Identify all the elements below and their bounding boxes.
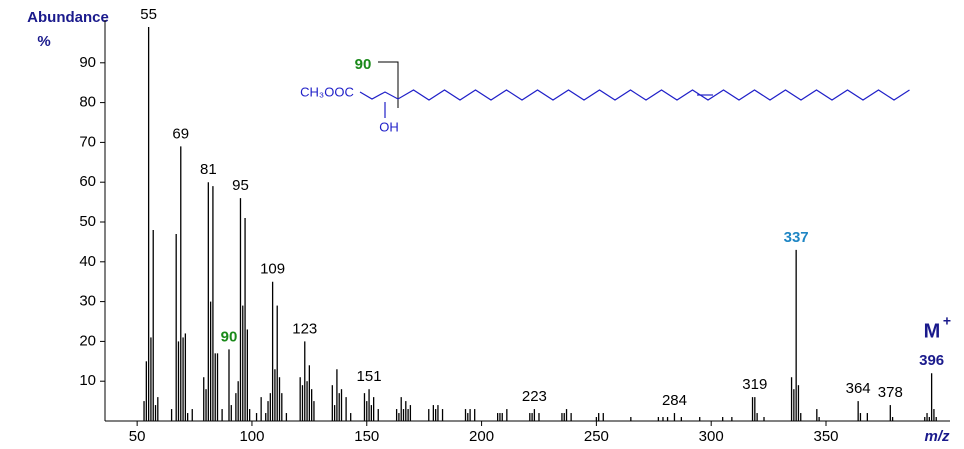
y-tick-label: 40: [79, 253, 96, 270]
peak-label: 123: [292, 320, 317, 337]
x-tick-label: 100: [239, 428, 264, 445]
peak-label: 55: [140, 6, 157, 23]
ester-group: CH₃OOC: [300, 84, 354, 99]
peak-label: 90: [221, 328, 238, 345]
structure: CH₃OOC OH 90: [300, 56, 910, 134]
cleavage-bracket: [378, 61, 399, 108]
x-tick-label: 150: [354, 428, 379, 445]
peak-label: 81: [200, 161, 217, 178]
peak-label: 109: [260, 261, 285, 278]
peak-label: 95: [232, 177, 249, 194]
x-tick-label: 50: [129, 428, 146, 445]
y-tick-label: 20: [79, 332, 96, 349]
peak-label: 69: [172, 125, 189, 142]
y-tick-label: 80: [79, 94, 96, 111]
x-tick-label: 200: [469, 428, 494, 445]
peak-label: 151: [357, 368, 382, 385]
peak-label: 378: [878, 384, 903, 401]
molecular-ion-charge: +: [943, 313, 951, 329]
y-axis-unit: %: [37, 33, 50, 50]
y-tick-label: 50: [79, 213, 96, 230]
y-axis-title: Abundance: [27, 9, 109, 26]
carbon-chain: [359, 89, 910, 101]
y-tick-label: 90: [79, 54, 96, 71]
x-axis-title: m/z: [924, 428, 950, 445]
y-tick-label: 60: [79, 173, 96, 190]
peak-label: 319: [742, 376, 767, 393]
peak-label: 396: [919, 352, 944, 369]
y-tick-label: 30: [79, 293, 96, 310]
y-tick-label: 10: [79, 372, 96, 389]
peak-label: 337: [784, 229, 809, 246]
peak-label: 223: [522, 388, 547, 405]
x-tick-label: 300: [699, 428, 724, 445]
y-tick-label: 70: [79, 133, 96, 150]
molecular-ion-label: M: [924, 320, 941, 342]
peak-label: 284: [662, 392, 687, 409]
x-tick-label: 350: [813, 428, 838, 445]
peak-label: 364: [846, 380, 871, 397]
hydroxy-group: OH: [379, 119, 399, 134]
x-tick-label: 250: [584, 428, 609, 445]
cleavage-label: 90: [355, 56, 372, 73]
